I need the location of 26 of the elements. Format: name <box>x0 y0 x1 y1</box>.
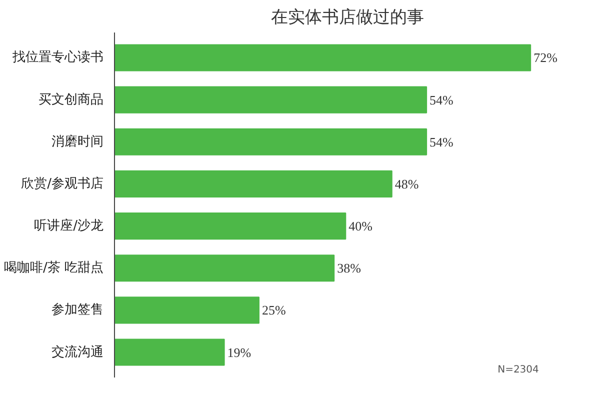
bar <box>114 212 346 240</box>
y-tick-label: 消磨时间 <box>52 134 104 150</box>
y-tick-label: 参加签售 <box>52 302 104 318</box>
bar <box>114 128 428 156</box>
bar <box>114 296 260 324</box>
y-tick-label: 找位置专心读书 <box>12 49 104 66</box>
data-label: 38% <box>337 260 362 276</box>
y-tick-label: 喝咖啡/茶 吃甜点 <box>4 260 104 276</box>
bar <box>114 44 532 72</box>
data-label: 54% <box>430 134 454 150</box>
y-tick-label: 听讲座/沙龙 <box>34 218 104 234</box>
annotation: N=2304 <box>498 364 539 376</box>
y-tick-label: 欣赏/参观书店 <box>21 175 104 192</box>
data-label: 25% <box>262 302 286 318</box>
data-label: 19% <box>227 344 252 360</box>
data-label: 48% <box>394 176 419 192</box>
y-tick-label: 交流沟通 <box>52 344 104 360</box>
bar <box>114 86 428 114</box>
y-tick-label: 买文创商品 <box>38 92 104 108</box>
data-label: 54% <box>430 92 454 108</box>
chart-title: 在实体书店做过的事 <box>271 8 424 28</box>
bar <box>114 254 335 282</box>
bar <box>114 338 225 366</box>
data-label: 40% <box>348 218 373 234</box>
data-label: 72% <box>534 50 558 66</box>
bar <box>114 170 392 198</box>
